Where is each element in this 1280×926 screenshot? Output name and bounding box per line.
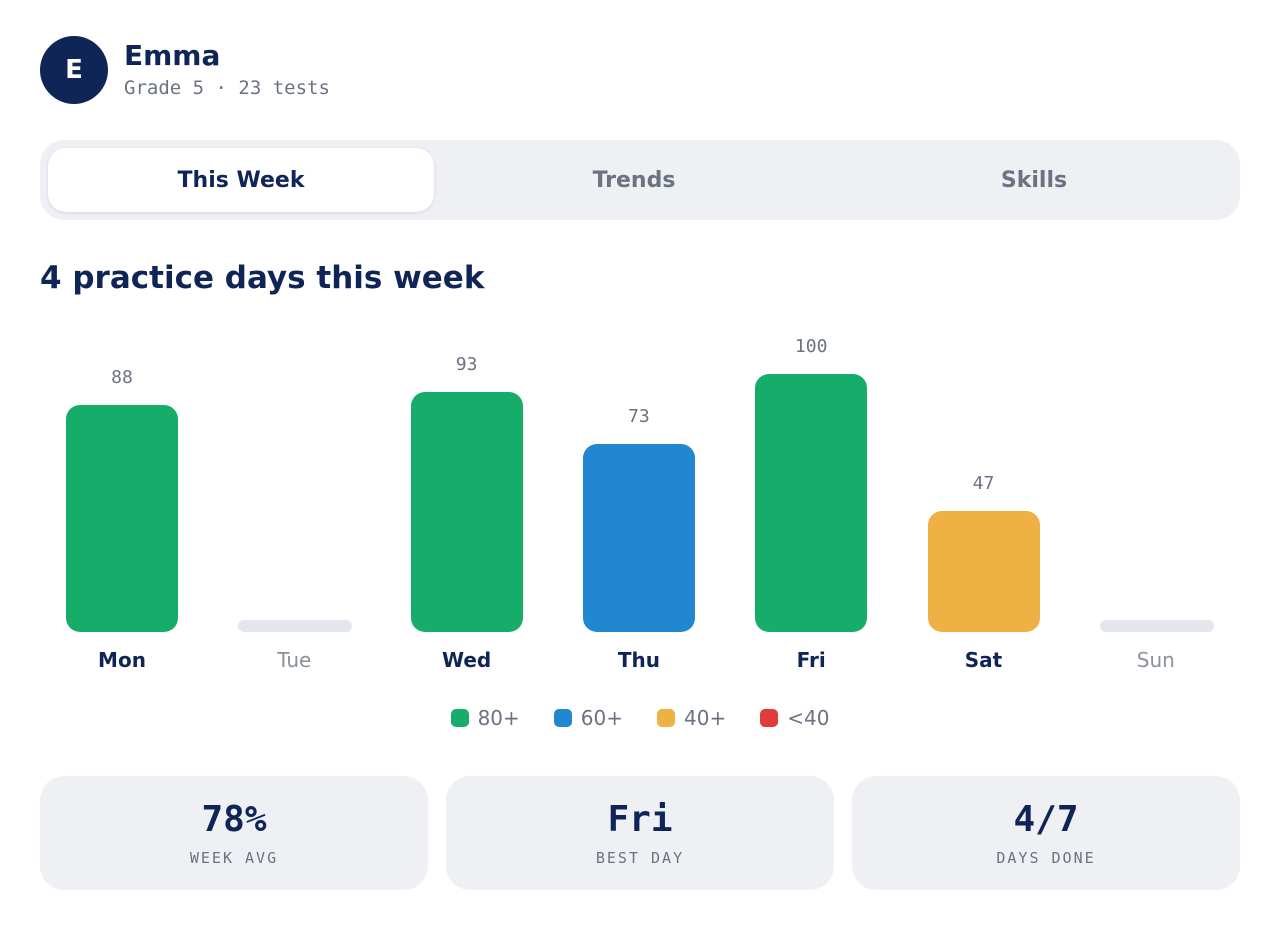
student-header: E Emma Grade 5 · 23 tests [40,36,330,104]
chart-bar-fri[interactable] [755,374,868,632]
day-label-thu: Thu [617,648,660,672]
weekly-score-chart: 88 Mon Tue 93 Wed 73 Thu 100 Fri 47 Sat Sun [0,320,1280,690]
chart-bar-mon[interactable] [66,404,178,632]
day-label-sun: Sun [1136,648,1175,672]
bar-value-label: 73 [628,405,650,427]
day-label-fri: Fri [796,648,826,672]
chart-bar-thu[interactable] [582,443,695,632]
day-label-tue: Tue [277,648,312,672]
stat-card-week-avg: 78% WEEK AVG [40,776,428,890]
stat-card-best-day: Fri BEST DAY [446,776,834,890]
legend-item: <40 [760,706,829,730]
legend-label: 60+ [580,706,623,730]
bar-value-label: 47 [972,472,995,494]
tab-this-week[interactable]: This Week [48,148,434,212]
stat-label: BEST DAY [595,849,685,867]
legend-label: 40+ [684,706,727,730]
bar-value-label: 100 [794,336,828,357]
chart-bar-sat[interactable] [927,510,1040,632]
chart-legend: 80+ 60+ 40+ <40 [0,706,1280,730]
bar-value-label: 93 [455,354,478,376]
legend-swatch-40 [657,709,675,727]
tab-trends[interactable]: Trends [592,167,676,193]
chart-bar-empty-sun[interactable] [1099,620,1214,632]
avatar: E [40,36,108,104]
student-meta: Grade 5 · 23 tests [124,77,330,99]
stat-label: DAYS DONE [996,849,1096,867]
legend-label: 80+ [477,706,520,730]
stat-label: WEEK AVG [189,849,279,867]
bar-value-label: 88 [111,366,133,388]
chart-bar-empty-tue[interactable] [238,620,353,632]
legend-item: 80+ [450,706,520,730]
stat-value: 78% [201,799,267,840]
legend-item: 40+ [657,706,726,730]
stat-value: Fri [607,799,673,840]
stat-card-days-done: 4/7 DAYS DONE [852,776,1240,890]
day-label-mon: Mon [98,648,146,672]
day-label-wed: Wed [441,648,492,672]
legend-label: <40 [787,706,830,730]
legend-swatch-60 [553,709,572,727]
chart-bar-wed[interactable] [410,392,523,632]
day-label-sat: Sat [964,648,1003,672]
legend-item: 60+ [553,706,623,730]
tab-bar: This Week Trends Skills [40,140,1240,220]
legend-swatch-below-40 [760,709,779,727]
page-title: 4 practice days this week [40,260,485,296]
stat-value: 4/7 [1013,799,1079,840]
summary-stats: 78% WEEK AVG Fri BEST DAY 4/7 DAYS DONE [40,776,1240,890]
legend-swatch-80 [450,709,469,727]
student-info: Emma Grade 5 · 23 tests [124,40,330,100]
student-name: Emma [124,39,221,72]
tab-skills[interactable]: Skills [1000,167,1068,193]
